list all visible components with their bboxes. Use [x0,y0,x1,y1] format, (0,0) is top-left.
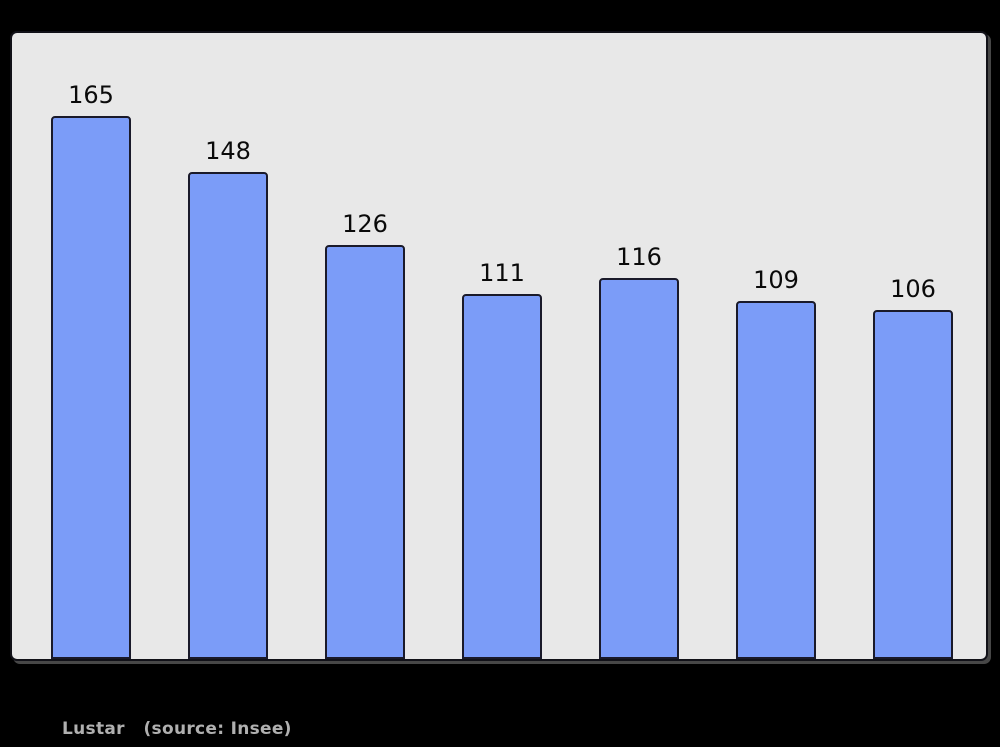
bar-value-label: 109 [753,266,799,294]
chart-bar[interactable] [736,301,816,659]
bar-group: 148 [188,132,268,659]
chart-bar[interactable] [325,245,405,659]
plot-area: 165 148 126 111 116 109 106 [12,33,986,659]
bar-group: 165 [51,76,131,659]
bar-group: 111 [462,254,542,659]
chart-bar[interactable] [51,116,131,659]
chart-panel: 165 148 126 111 116 109 106 [10,31,988,661]
chart-bar[interactable] [599,278,679,659]
bar-value-label: 111 [479,259,525,287]
chart-bar[interactable] [462,294,542,659]
chart-bar[interactable] [873,310,953,659]
bar-value-label: 116 [616,243,662,271]
bar-group: 116 [599,238,679,659]
bar-group: 126 [325,205,405,659]
bar-value-label: 126 [342,210,388,238]
chart-caption: Lustar (source: Insee) [62,719,292,739]
bar-group: 109 [736,261,816,659]
bar-group: 106 [873,270,953,659]
chart-bar[interactable] [188,172,268,659]
bar-value-label: 106 [890,275,936,303]
bar-value-label: 165 [68,81,114,109]
bar-value-label: 148 [205,137,251,165]
